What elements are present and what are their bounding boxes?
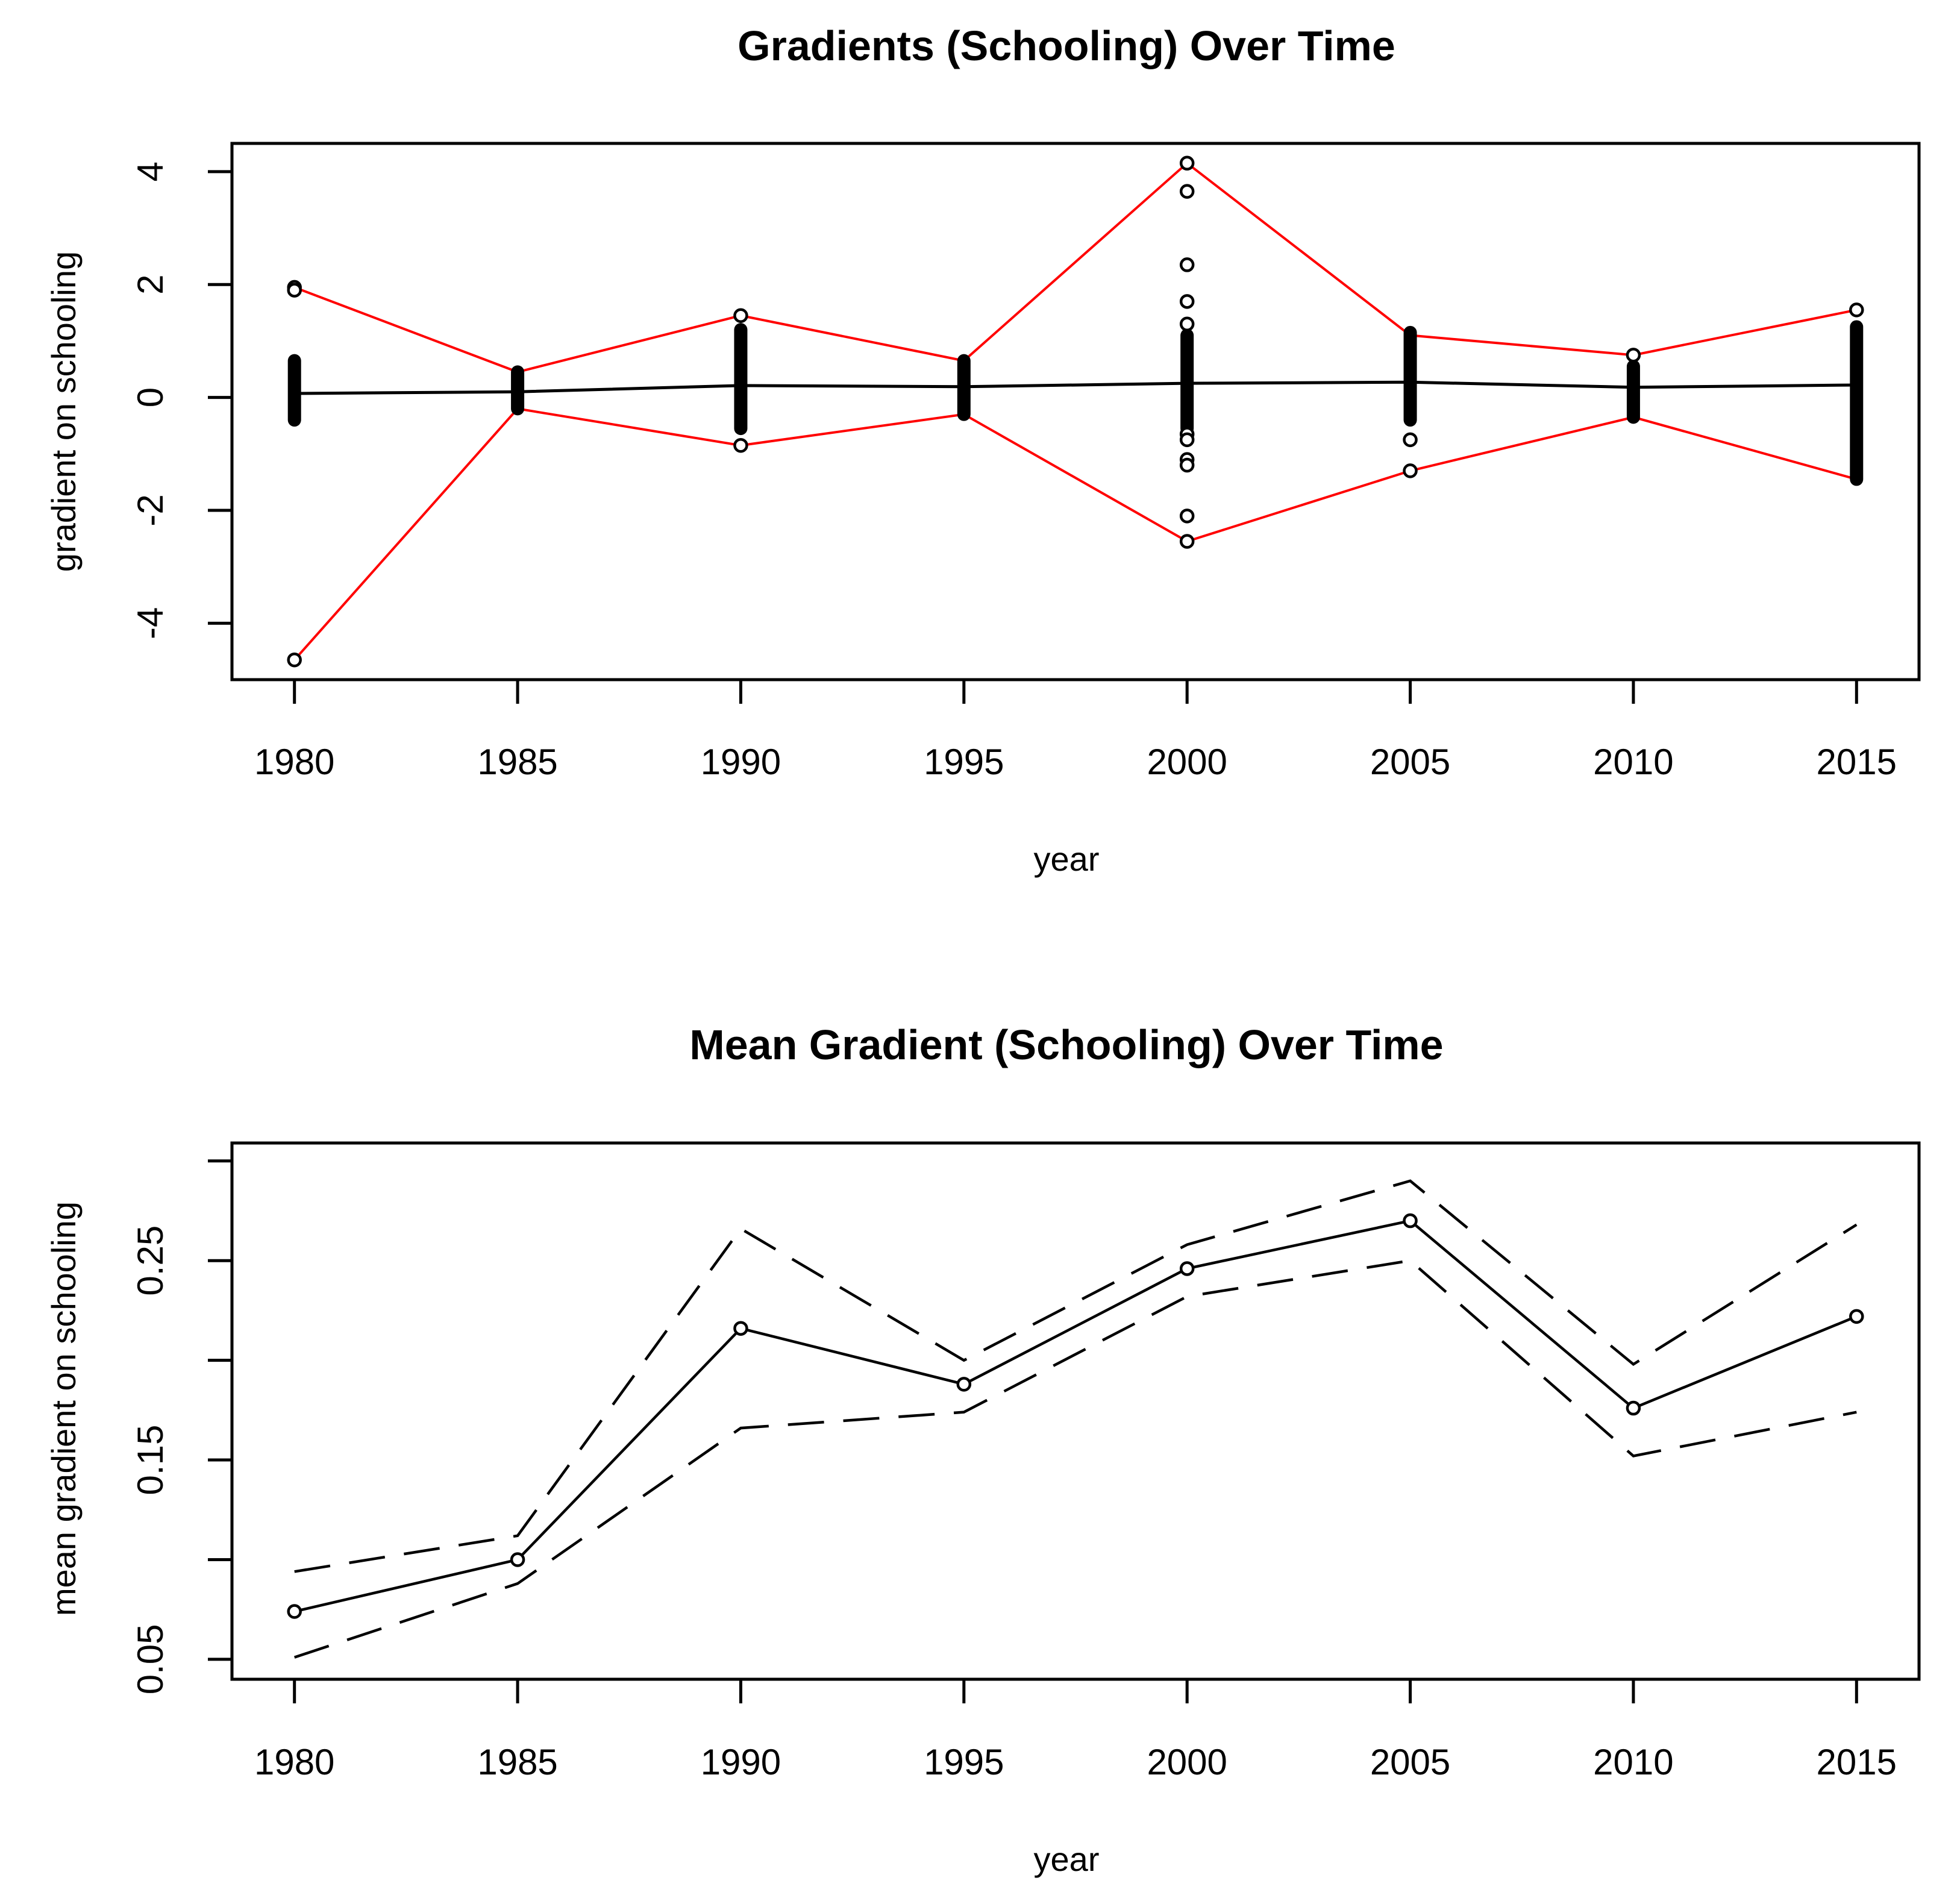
mean-gradient-x-axis-label: year — [1034, 1840, 1100, 1878]
mean-gradient-x-tick-label: 2015 — [1817, 1742, 1897, 1782]
mean-point — [1179, 1261, 1195, 1276]
minimum-envelope-line — [293, 407, 1857, 661]
gradient-point — [733, 437, 748, 453]
mean-gradient-x-tick-label: 2005 — [1370, 1742, 1450, 1782]
gradients-x-tick-label: 2010 — [1593, 742, 1673, 782]
gradients-chart-title: Gradients (Schooling) Over Time — [737, 22, 1395, 69]
mean-gradient-panel: Mean Gradient (Schooling) Over Time 1980… — [45, 1021, 1921, 1878]
mean-gradient-x-tick-label: 1990 — [701, 1742, 781, 1782]
gradient-point — [1179, 509, 1195, 524]
gradients-panel: Gradients (Schooling) Over Time 1980 1985… — [45, 22, 1921, 878]
gradients-y-tick-label: -2 — [130, 494, 171, 526]
mean-gradient-x-tick-label: 2000 — [1147, 1742, 1227, 1782]
gradients-x-tick-label: 2005 — [1370, 742, 1450, 782]
mean-gradient-points — [287, 1213, 1864, 1619]
gradients-y-tick-label: -4 — [130, 607, 171, 639]
gradient-point — [1626, 348, 1641, 363]
gradient-point — [733, 308, 748, 323]
gradients-y-tick-label: 0 — [130, 387, 171, 407]
mean-gradient-y-tick-label: 0.05 — [130, 1624, 171, 1695]
mean-gradient-y-tick-label: 0.25 — [130, 1226, 171, 1296]
gradients-y-tick-label: 2 — [130, 275, 171, 295]
gradient-point — [1179, 184, 1195, 199]
mean-gradient-x-tick-label: 1985 — [477, 1742, 557, 1782]
mean-point — [1403, 1213, 1418, 1229]
mean-gradient-x-tick-label: 1980 — [254, 1742, 334, 1782]
mean-point — [1849, 1309, 1864, 1324]
mean-point — [956, 1377, 972, 1392]
upper-bound-line — [294, 1179, 1858, 1573]
gradients-x-tick-label: 1980 — [254, 742, 334, 782]
gradients-y-tick-label: 4 — [130, 161, 171, 181]
gradient-point — [1179, 316, 1195, 332]
gradient-point — [1849, 302, 1864, 318]
lower-bound-line — [293, 1259, 1857, 1659]
gradients-x-tick-label: 2000 — [1147, 742, 1227, 782]
gradient-point — [1403, 463, 1418, 478]
mean-gradient-series — [293, 1179, 1858, 1659]
mean-gradient-y-axis-label: mean gradient on schooling — [45, 1201, 83, 1616]
gradients-x-tick-label: 1985 — [477, 742, 557, 782]
gradient-point — [1179, 257, 1195, 272]
mean-line — [294, 1219, 1858, 1613]
mean-gradient-x-tick-label: 2010 — [1593, 1742, 1673, 1782]
gradient-point — [287, 283, 302, 298]
mean-point — [510, 1552, 525, 1567]
gradients-series — [293, 161, 1857, 661]
gradient-point — [1179, 457, 1195, 473]
mean-point — [1626, 1400, 1641, 1416]
gradient-point — [287, 652, 302, 668]
gradients-x-axis-label: year — [1034, 840, 1100, 878]
mean-gradient-y-tick-label: 0.15 — [130, 1425, 171, 1495]
gradient-point — [1179, 432, 1195, 448]
gradient-point — [1179, 294, 1195, 309]
gradients-x-tick-label: 1990 — [701, 742, 781, 782]
gradients-axes: 1980 1985 1990 1995 2000 2005 2010 2015 -4 -2 0 2 4 — [130, 161, 1897, 782]
gradients-x-tick-label: 1995 — [924, 742, 1004, 782]
mean-point — [733, 1321, 748, 1336]
mean-point — [287, 1604, 302, 1619]
gradients-points — [287, 155, 1864, 668]
gradient-point — [1179, 534, 1195, 549]
maximum-envelope-line — [293, 161, 1857, 374]
mean-gradient-line — [294, 380, 1857, 395]
mean-gradient-axes: 1980 1985 1990 1995 2000 2005 2010 2015 0.05 0.15… — [130, 1159, 1897, 1782]
gradient-point — [1403, 432, 1418, 448]
mean-gradient-plot-frame — [230, 1141, 1921, 1681]
gradients-plot-frame — [230, 142, 1921, 681]
gradients-x-tick-label: 2015 — [1817, 742, 1897, 782]
gradient-point — [1179, 155, 1195, 171]
mean-gradient-x-tick-label: 1995 — [924, 1742, 1004, 1782]
mean-gradient-chart-title: Mean Gradient (Schooling) Over Time — [689, 1021, 1443, 1068]
gradients-y-axis-label: gradient on schooling — [45, 251, 83, 572]
